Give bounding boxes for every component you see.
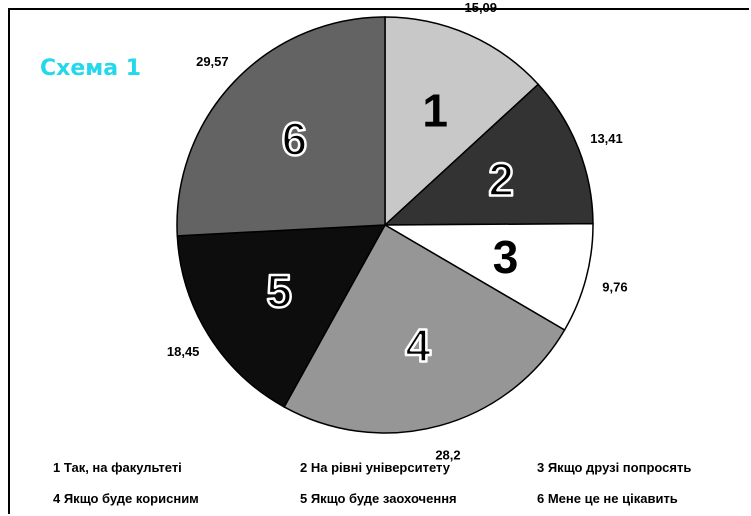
- value-label-2: 13,41: [590, 131, 623, 146]
- pie-slice-4: [283, 223, 566, 434]
- pie-slice-3: [382, 222, 594, 332]
- value-label-6: 29,57: [196, 54, 229, 69]
- pie-slice-1: [384, 16, 540, 227]
- slice-number-2: 2: [488, 153, 514, 205]
- slice-number-4: 4: [405, 319, 431, 371]
- pie-slice-6: [176, 16, 386, 237]
- pie-slice-5: [176, 224, 387, 408]
- slice-number-5: 5: [266, 265, 292, 317]
- slice-number-6: 6: [282, 113, 308, 165]
- chart-frame: [8, 8, 749, 514]
- pie-slice-2: [383, 83, 594, 226]
- value-label-5: 18,45: [167, 344, 200, 359]
- slice-number-3: 3: [493, 231, 519, 283]
- value-label-3: 9,76: [602, 279, 627, 294]
- chart-title: Схема 1: [40, 56, 142, 81]
- slice-number-1: 1: [422, 85, 448, 137]
- value-label-1: 15,09: [464, 0, 497, 15]
- value-label-4: 28,2: [435, 448, 460, 463]
